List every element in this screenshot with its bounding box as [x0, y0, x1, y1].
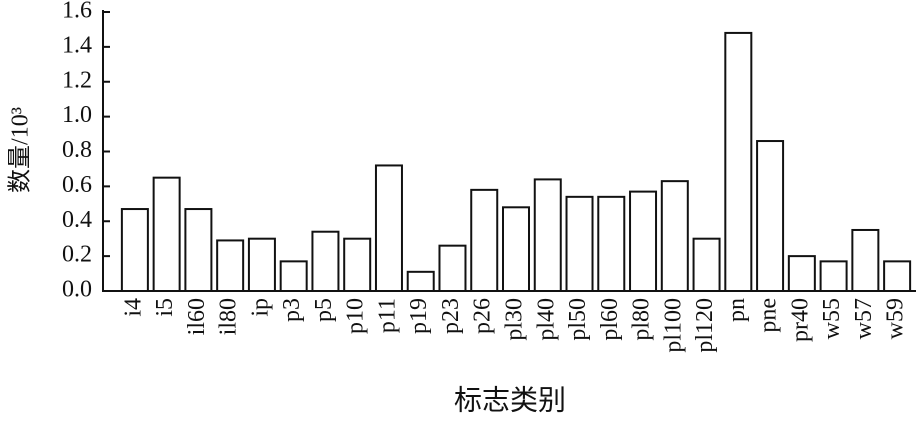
x-tick-label: ip	[247, 298, 273, 317]
bar	[406, 270, 435, 293]
x-tick-label: w57	[851, 298, 877, 339]
bar	[343, 237, 372, 292]
bar	[216, 239, 245, 292]
bar	[120, 208, 149, 292]
x-tick-label: pl120	[692, 298, 718, 353]
x-tick-label: pl40	[533, 298, 559, 341]
bar	[502, 206, 530, 292]
x-tick-label: p11	[374, 298, 400, 333]
y-tick-label: 1.6	[62, 0, 92, 24]
bar	[470, 188, 499, 292]
x-tick-label: pl80	[629, 298, 655, 341]
y-tick-label: 1.2	[62, 67, 92, 93]
bar	[279, 260, 308, 293]
bar	[533, 178, 562, 292]
bar	[756, 140, 785, 292]
x-tick-label: i4	[120, 298, 146, 317]
bar	[311, 230, 340, 292]
x-tick-label: pr40	[787, 298, 813, 342]
bar	[883, 260, 912, 293]
x-tick-label: p26	[470, 298, 496, 334]
y-axis-label: 数量/10³	[7, 107, 34, 193]
bar	[184, 208, 213, 292]
bar	[247, 237, 276, 292]
y-tick-label: 1.0	[62, 102, 92, 128]
x-axis-label: 标志类别	[454, 384, 566, 416]
x-tick-label: i5	[152, 298, 178, 317]
bar	[629, 190, 658, 292]
x-tick-label: w59	[883, 298, 909, 339]
bar	[374, 164, 403, 292]
x-tick-label: pl60	[597, 298, 623, 341]
bar	[152, 176, 181, 292]
y-tick-label: 0.8	[62, 137, 92, 163]
bar	[692, 237, 721, 292]
x-tick-label: pne	[756, 298, 782, 333]
x-tick-label: il60	[184, 298, 210, 335]
bar	[438, 244, 467, 293]
x-tick-label: p23	[438, 298, 464, 334]
x-tick-label: p3	[279, 298, 305, 322]
x-tick-label: il80	[216, 298, 242, 335]
x-tick-label: p19	[406, 298, 432, 334]
y-tick-label: 0.4	[62, 207, 92, 233]
y-tick-label: 0.0	[62, 277, 92, 303]
x-tick-label: pl30	[502, 298, 528, 341]
bar	[565, 195, 594, 292]
y-tick-label: 0.6	[62, 172, 92, 198]
x-tick-label: p10	[343, 298, 369, 334]
y-tick-label: 0.2	[62, 242, 92, 268]
x-tick-label: pl50	[565, 298, 591, 341]
x-tick-label: pl100	[660, 298, 686, 353]
x-tick-label: w55	[819, 298, 845, 339]
bar	[819, 260, 848, 293]
bar	[787, 255, 816, 292]
bar	[724, 31, 753, 293]
x-tick-label: p5	[311, 298, 337, 322]
bar	[660, 180, 689, 292]
bar	[597, 195, 626, 292]
x-tick-label: pn	[724, 298, 750, 322]
bar	[851, 228, 880, 292]
y-tick-label: 1.4	[62, 32, 92, 58]
